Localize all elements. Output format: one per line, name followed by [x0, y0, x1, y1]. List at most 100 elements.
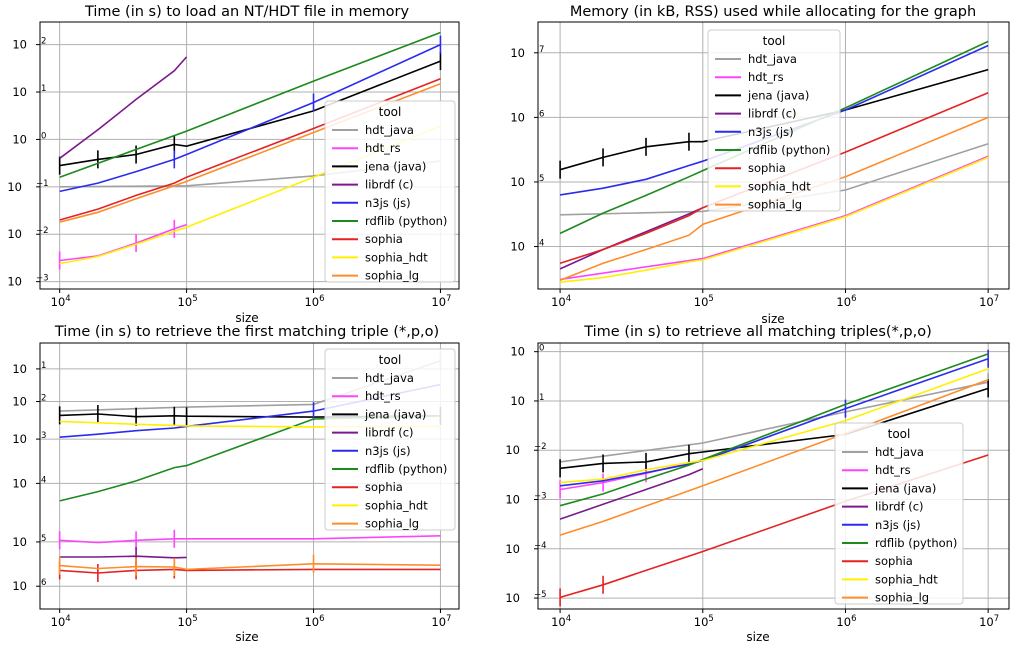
x-axis-label: size — [761, 312, 784, 326]
legend-item-label: jena (java) — [364, 159, 426, 173]
chart-title: Memory (in kB, RSS) used while allocatin… — [570, 4, 976, 20]
y-tick-label: 10 7 — [510, 45, 544, 60]
series-line — [59, 223, 187, 262]
legend-title: tool — [763, 34, 786, 48]
legend-item-label: hdt_java — [365, 371, 414, 385]
series-line — [59, 78, 441, 221]
panel-first-triple-time: Time (in s) to retrieve the first matchi… — [12, 324, 460, 644]
series-line — [59, 125, 441, 265]
axes-frame — [537, 342, 1010, 610]
series-line — [59, 31, 441, 178]
legend-item-label: hdt_rs — [875, 463, 911, 477]
y-tick-label: 10 1 — [510, 393, 544, 408]
legend-item-label: n3js (js) — [875, 518, 921, 532]
legend-item-label: librdf (c) — [748, 107, 797, 121]
chart-title: Time (in s) to retrieve all matching tri… — [583, 324, 932, 340]
y-tick-label: 10 −3 — [7, 274, 48, 289]
y-tick-label: 10 1 — [12, 361, 46, 376]
legend-item-label: sophia_lg — [748, 198, 802, 212]
y-tick-label: 10 4 — [12, 475, 46, 490]
legend-title: tool — [379, 105, 402, 119]
x-axis-label: size — [235, 311, 258, 325]
legend-item-label: hdt_rs — [365, 141, 401, 155]
x-tick-label: 104 — [551, 294, 571, 309]
y-tick-label: 10 −4 — [505, 541, 546, 556]
series-line — [559, 468, 704, 520]
x-tick-label: 107 — [979, 294, 999, 309]
legend-item-label: n3js (js) — [365, 196, 411, 210]
x-tick-label: 105 — [694, 614, 714, 629]
legend-item-label: jena (java) — [874, 481, 936, 495]
legend-item-label: sophia_lg — [365, 517, 419, 531]
legend-item-label: librdf (c) — [365, 426, 414, 440]
series-line — [559, 116, 989, 282]
series-line — [559, 44, 989, 196]
y-tick-label: 10 2 — [12, 394, 46, 409]
legend-item-label: hdt_java — [875, 445, 924, 459]
y-tick-label: 10 −2 — [7, 226, 48, 241]
chart-title: Time (in s) to retrieve the first matchi… — [54, 324, 439, 340]
legend-item-label: sophia_lg — [875, 591, 929, 605]
legend-frame — [324, 100, 456, 283]
axes-frame — [39, 21, 460, 290]
series-line — [59, 415, 441, 502]
series-line — [59, 56, 188, 159]
y-tick-label: 10 −5 — [505, 590, 546, 605]
legend-item-label: hdt_java — [748, 52, 797, 66]
x-axis-label: size — [235, 630, 258, 644]
legend-item-label: sophia_hdt — [365, 250, 428, 264]
legend-item-label: hdt_java — [365, 123, 414, 137]
legend-item-label: hdt_rs — [748, 70, 784, 84]
y-tick-label: 10 −3 — [505, 492, 546, 507]
axes-frame — [39, 342, 460, 610]
chart-title: Time (in s) to load an NT/HDT file in me… — [84, 4, 409, 20]
legend-item-label: sophia_hdt — [365, 498, 428, 512]
legend-title: tool — [379, 353, 402, 367]
legend-item-label: jena (java) — [364, 407, 426, 421]
legend-item-label: sophia — [365, 232, 403, 246]
series-line — [59, 82, 441, 223]
series-line — [560, 368, 989, 484]
x-tick-label: 104 — [51, 614, 71, 629]
y-tick-label: 10 6 — [510, 109, 544, 124]
x-tick-label: 106 — [836, 294, 856, 309]
x-tick-label: 105 — [178, 294, 198, 309]
y-tick-label: 10 −2 — [505, 442, 546, 457]
axes-frame — [537, 21, 1010, 290]
legend-item-label: n3js (js) — [748, 125, 794, 139]
legend-item-label: rdflib (python) — [365, 462, 447, 476]
legend-item-label: jena (java) — [747, 88, 809, 102]
y-tick-label: 10 0 — [12, 131, 46, 146]
y-tick-label: 10 6 — [12, 578, 46, 593]
x-tick-label: 106 — [304, 614, 324, 629]
series-line — [59, 562, 441, 571]
legend-item-label: sophia — [748, 161, 786, 175]
legend-item-label: n3js (js) — [365, 444, 411, 458]
series-line — [559, 155, 989, 281]
legend-item-label: librdf (c) — [365, 178, 414, 192]
legend-frame — [834, 422, 964, 605]
series-line — [559, 206, 704, 270]
legend-item-label: sophia_hdt — [875, 572, 938, 586]
legend-title: tool — [888, 427, 911, 441]
y-tick-label: 10 4 — [510, 239, 544, 254]
legend-frame — [707, 29, 841, 212]
series-line — [59, 420, 441, 428]
panel-all-triples-time: Time (in s) to retrieve all matching tri… — [505, 324, 1010, 644]
x-tick-label: 105 — [694, 294, 714, 309]
legend-item-label: rdflib (python) — [875, 536, 957, 550]
legend-item-label: rdflib (python) — [365, 214, 447, 228]
series-line — [59, 555, 187, 559]
series-line — [59, 568, 441, 574]
x-tick-label: 106 — [836, 614, 856, 629]
panel-load-time: Time (in s) to load an NT/HDT file in me… — [7, 4, 460, 325]
x-tick-label: 107 — [431, 294, 451, 309]
y-tick-label: 10 5 — [12, 534, 46, 549]
